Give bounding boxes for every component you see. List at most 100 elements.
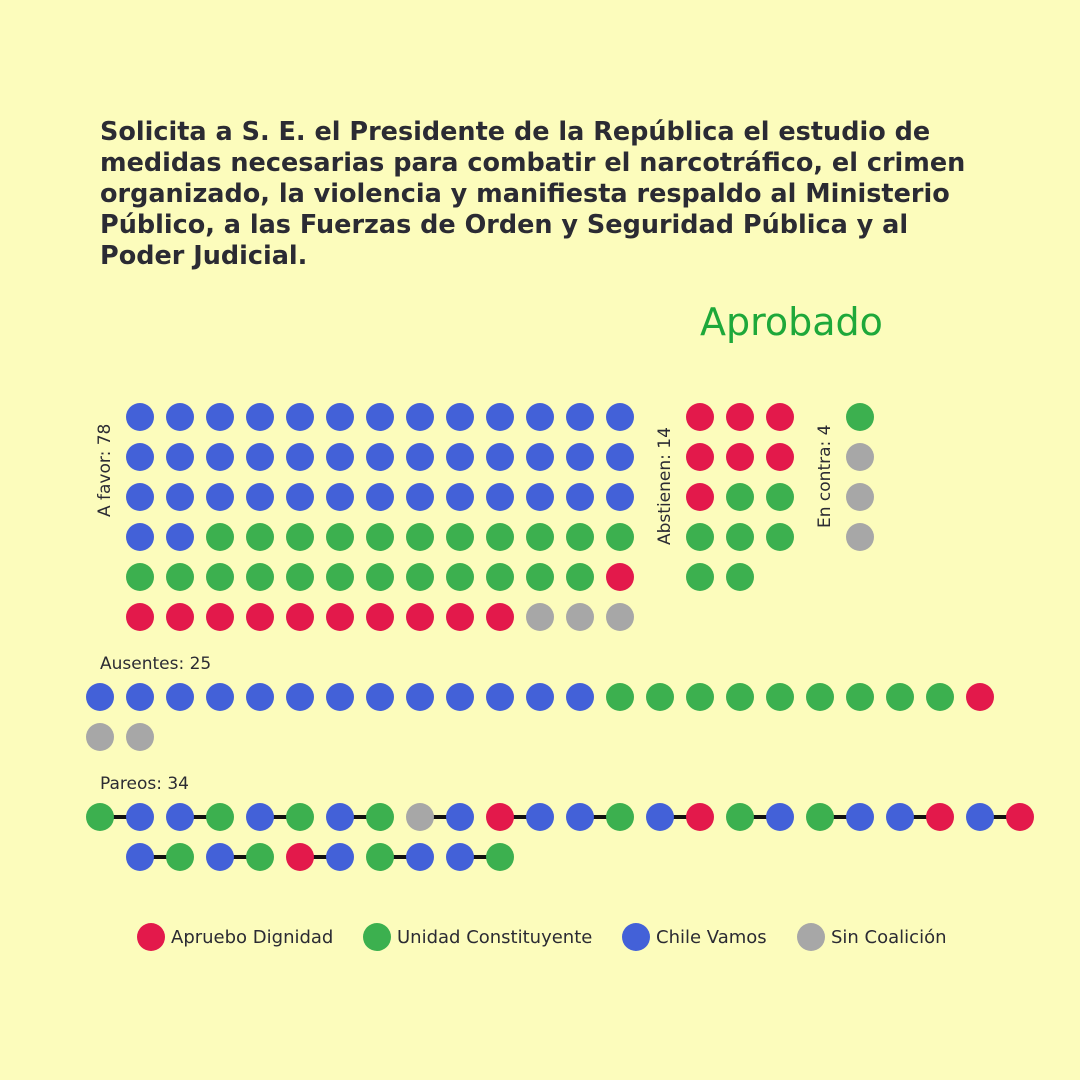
favor-dot <box>366 483 394 511</box>
ausentes-dot <box>966 683 994 711</box>
legend: Apruebo Dignidad Unidad Constituyente Ch… <box>137 923 947 951</box>
pareos-dot <box>86 803 114 831</box>
ausentes-dot <box>126 723 154 751</box>
favor-dot <box>166 403 194 431</box>
pareos-dot <box>1006 803 1034 831</box>
favor-dot <box>326 483 354 511</box>
favor-dot <box>206 443 234 471</box>
favor-dot <box>446 403 474 431</box>
pareos-dot <box>766 803 794 831</box>
abstienen-dot <box>766 443 794 471</box>
ausentes-dot <box>806 683 834 711</box>
pareos-dot <box>886 803 914 831</box>
pareos-dot <box>126 843 154 871</box>
pareos-dot <box>446 843 474 871</box>
favor-dot <box>246 563 274 591</box>
ausentes-dot <box>286 683 314 711</box>
legend-label-sin-coalicion: Sin Coalición <box>831 927 947 948</box>
favor-dot <box>486 443 514 471</box>
favor-dot <box>486 483 514 511</box>
favor-dot <box>166 523 194 551</box>
pareos-dot <box>406 843 434 871</box>
pareos-dot <box>966 803 994 831</box>
favor-dot <box>486 563 514 591</box>
contra-dot <box>846 443 874 471</box>
favor-dot <box>206 403 234 431</box>
favor-dot <box>326 523 354 551</box>
legend-swatch-sin-coalicion <box>797 923 825 951</box>
favor-dot <box>326 403 354 431</box>
pareos-dot <box>406 803 434 831</box>
favor-dot <box>206 483 234 511</box>
label-ausentes: Ausentes: 25 <box>100 654 211 674</box>
pareos-dot <box>166 843 194 871</box>
abstienen-dot <box>686 403 714 431</box>
favor-dot <box>366 523 394 551</box>
pareos-dot <box>246 803 274 831</box>
pareos-dot <box>806 803 834 831</box>
favor-dot <box>486 523 514 551</box>
favor-dot <box>566 523 594 551</box>
pareos-dot <box>446 803 474 831</box>
favor-dot <box>566 403 594 431</box>
pareos-dot <box>286 803 314 831</box>
ausentes-dot <box>886 683 914 711</box>
pareos-dot <box>486 803 514 831</box>
favor-dot <box>446 443 474 471</box>
favor-dot <box>326 603 354 631</box>
ausentes-dot <box>366 683 394 711</box>
favor-dot <box>246 523 274 551</box>
result-label: Aprobado <box>700 300 883 344</box>
legend-swatch-apruebo-dignidad <box>137 923 165 951</box>
favor-dot <box>246 403 274 431</box>
ausentes-dot <box>166 683 194 711</box>
favor-dot <box>166 483 194 511</box>
favor-dot <box>526 563 554 591</box>
favor-dot <box>606 483 634 511</box>
label-pareos: Pareos: 34 <box>100 774 189 794</box>
favor-dot <box>606 443 634 471</box>
favor-dot <box>566 483 594 511</box>
favor-dot <box>286 443 314 471</box>
group-a-favor: A favor: 78 <box>95 403 634 631</box>
favor-dot <box>126 563 154 591</box>
favor-dot <box>126 403 154 431</box>
favor-dot <box>446 483 474 511</box>
pareos-dot <box>486 843 514 871</box>
ausentes-dot <box>486 683 514 711</box>
favor-dot <box>606 523 634 551</box>
pareos-dot <box>206 803 234 831</box>
abstienen-dot <box>686 523 714 551</box>
contra-dot <box>846 483 874 511</box>
ausentes-dot <box>606 683 634 711</box>
ausentes-dot <box>406 683 434 711</box>
abstienen-dot <box>726 483 754 511</box>
favor-dot <box>286 603 314 631</box>
abstienen-dot <box>726 403 754 431</box>
favor-dot <box>606 603 634 631</box>
ausentes-dot <box>686 683 714 711</box>
ausentes-dot <box>646 683 674 711</box>
pareos-dot <box>926 803 954 831</box>
pareos-dot <box>326 803 354 831</box>
pareos-dot <box>246 843 274 871</box>
pareos-dot <box>566 803 594 831</box>
pareos-dot <box>326 843 354 871</box>
favor-dot <box>406 443 434 471</box>
favor-dot <box>366 603 394 631</box>
ausentes-dot <box>846 683 874 711</box>
legend-swatch-chile-vamos <box>622 923 650 951</box>
favor-dot <box>246 443 274 471</box>
group-abstienen: Abstienen: 14 <box>655 403 794 591</box>
favor-dot <box>606 403 634 431</box>
pareos-dot <box>686 803 714 831</box>
pareos-dot <box>366 843 394 871</box>
label-a-favor: A favor: 78 <box>95 424 115 517</box>
favor-dot <box>166 603 194 631</box>
contra-dot <box>846 403 874 431</box>
group-ausentes: Ausentes: 25 <box>86 654 994 751</box>
abstienen-dot <box>726 443 754 471</box>
abstienen-dot <box>686 483 714 511</box>
group-pareos: Pareos: 34 <box>86 774 1034 871</box>
pareos-dot <box>166 803 194 831</box>
